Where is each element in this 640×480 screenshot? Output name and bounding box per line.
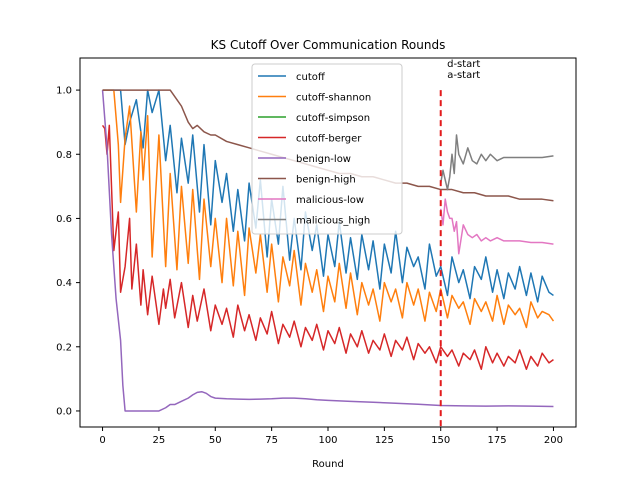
y-tick-label: 0.2 — [56, 342, 72, 353]
legend-label-cutoff: cutoff — [296, 72, 326, 83]
series-lines — [101, 89, 555, 412]
annotation-d-start: d-start — [447, 59, 480, 70]
legend-label-benign-low: benign-low — [296, 154, 351, 165]
chart-title: KS Cutoff Over Communication Rounds — [211, 38, 446, 52]
legend-label-malicious_high: malicious_high — [296, 216, 370, 227]
x-tick-label: 125 — [375, 435, 394, 446]
legend-box — [251, 63, 403, 235]
legend-label-benign-high: benign-high — [296, 175, 356, 186]
legend-label-cutoff-berger: cutoff-berger — [296, 134, 362, 145]
series-line-malicious-low — [439, 198, 554, 255]
x-tick-label: 75 — [265, 435, 278, 446]
series-line-cutoff-shannon — [102, 89, 555, 329]
y-tick-label: 0.4 — [56, 278, 72, 289]
x-tick-label: 0 — [99, 435, 105, 446]
legend-label-malicious-low: malicious-low — [296, 195, 364, 206]
y-tick-label: 0.6 — [56, 214, 72, 225]
x-tick-label: 200 — [544, 435, 563, 446]
series-line-cutoff-berger — [101, 124, 554, 370]
x-axis-label: Round — [312, 459, 344, 470]
legend: cutoff cutoff-shannon cutoff-simpson cutoff… — [251, 63, 403, 235]
series-line-benign-low — [101, 90, 554, 412]
y-tick-label: 0.8 — [56, 150, 72, 161]
legend-label-cutoff-shannon: cutoff-shannon — [296, 93, 371, 104]
y-tick-label: 1.0 — [56, 86, 72, 97]
x-tick-label: 50 — [209, 435, 222, 446]
annotation-a-start: a-start — [447, 70, 480, 81]
x-tick-label: 150 — [431, 435, 450, 446]
y-tick-label: 0.0 — [56, 406, 72, 417]
series-line-cutoff — [102, 89, 554, 303]
x-tick-label: 100 — [318, 435, 337, 446]
x-tick-label: 25 — [153, 435, 166, 446]
x-tick-label: 175 — [488, 435, 507, 446]
series-line-malicious_high — [439, 134, 554, 191]
legend-label-cutoff-simpson: cutoff-simpson — [296, 113, 370, 124]
